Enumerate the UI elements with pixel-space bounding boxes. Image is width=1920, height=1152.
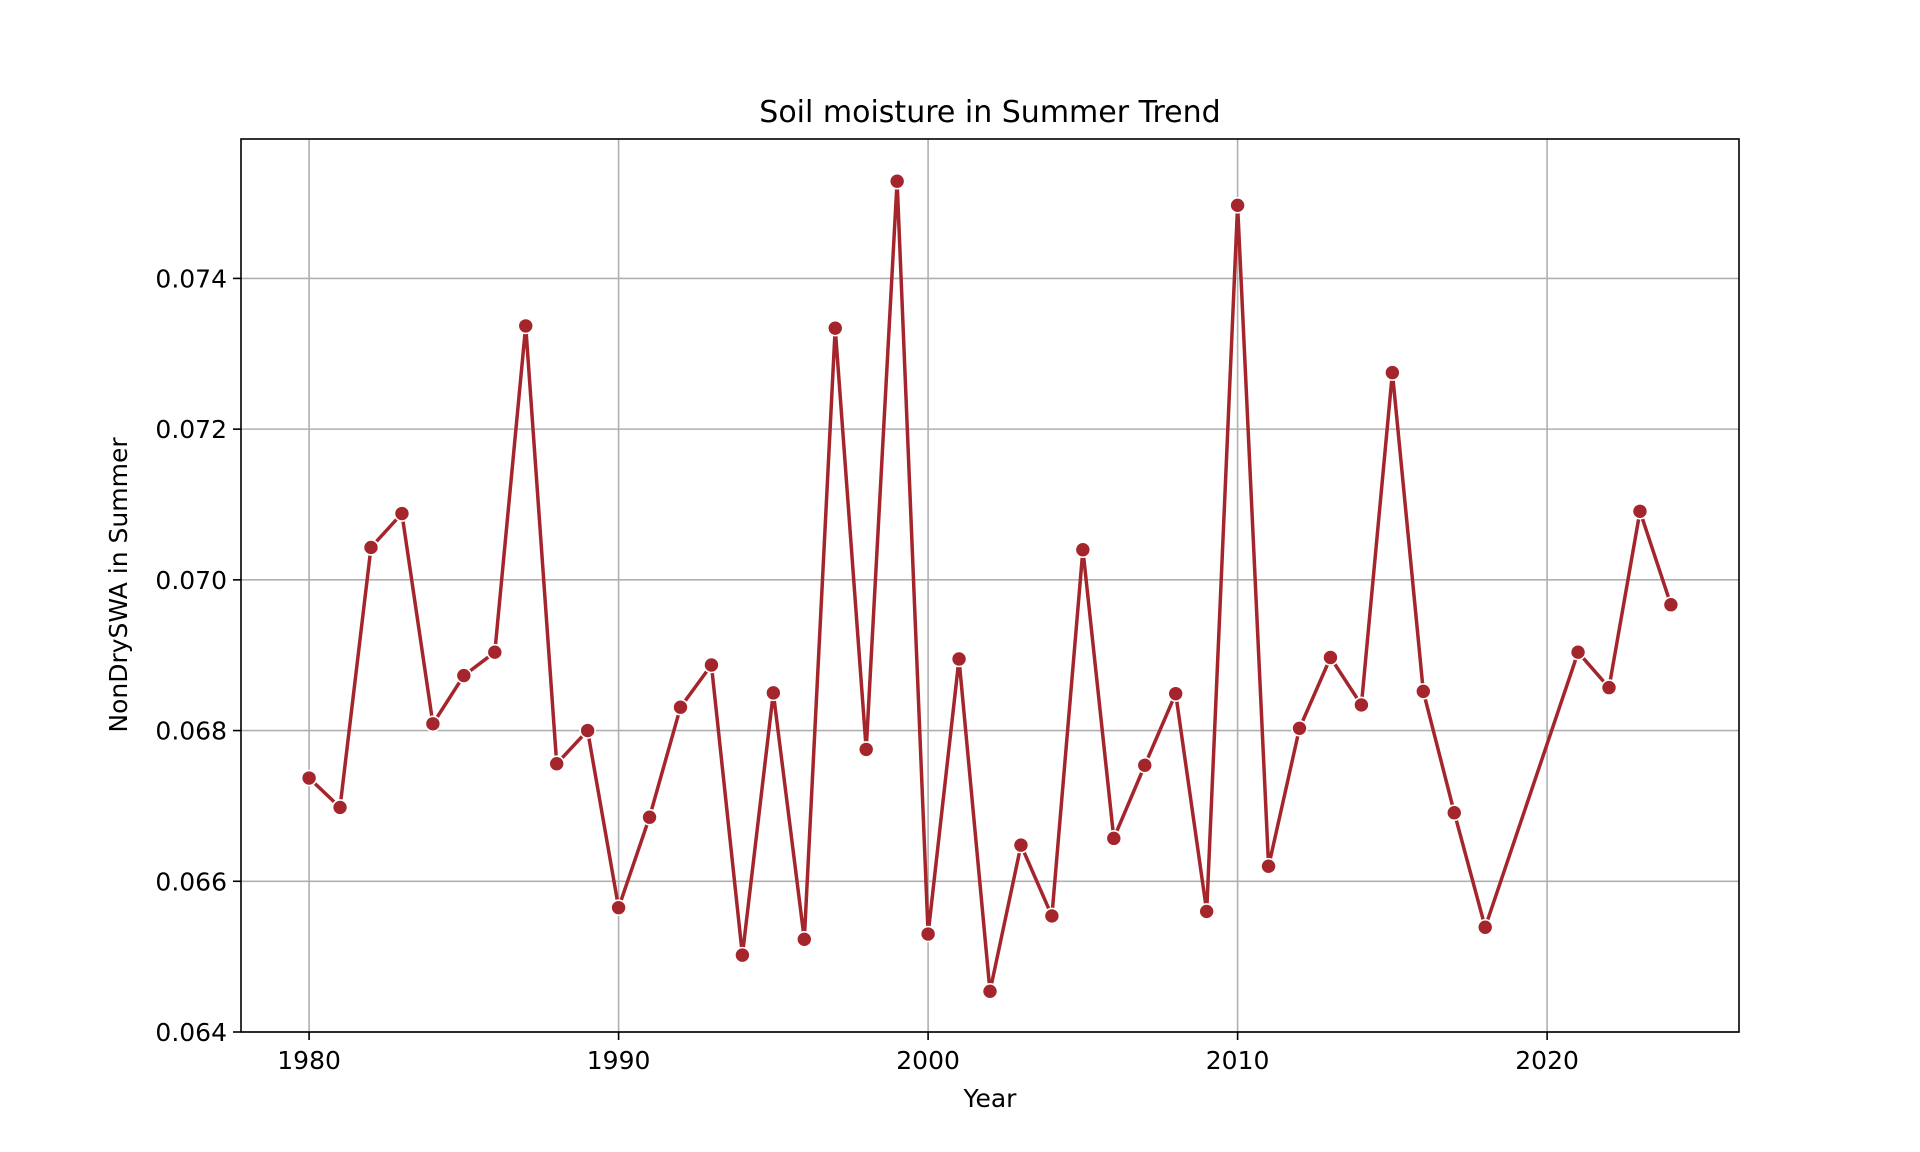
data-point-2017 — [1445, 804, 1463, 822]
data-point-2012 — [1291, 720, 1308, 737]
data-point-1980 — [300, 769, 318, 787]
y-tick-label: 0.070 — [155, 566, 227, 595]
data-point-2002 — [981, 983, 999, 1000]
data-point-1996 — [795, 931, 813, 948]
data-point-1982 — [362, 539, 380, 556]
data-point-2021 — [1569, 643, 1587, 661]
x-tick-label: 1990 — [587, 1046, 651, 1075]
x-axis: 1980 1990 2000 2010 2020 — [277, 1032, 1579, 1075]
data-point-1991 — [641, 808, 658, 826]
data-point-2000 — [919, 925, 937, 943]
data-point-2001 — [950, 650, 968, 668]
data-point-2005 — [1074, 541, 1092, 559]
y-tick-label: 0.072 — [155, 415, 227, 444]
y-tick-label: 0.064 — [155, 1018, 227, 1047]
data-point-2008 — [1167, 685, 1185, 702]
data-point-1993 — [703, 656, 720, 674]
data-point-2006 — [1105, 830, 1123, 847]
data-point-2016 — [1415, 683, 1432, 700]
data-point-1994 — [734, 946, 751, 964]
data-point-1988 — [548, 755, 565, 773]
data-point-1999 — [888, 172, 906, 190]
x-axis-label: Year — [963, 1084, 1018, 1113]
data-point-1985 — [455, 667, 473, 684]
data-point-1983 — [393, 505, 411, 522]
data-point-1992 — [672, 698, 689, 716]
y-axis: 0.064 0.066 0.068 0.070 0.072 0.074 — [155, 264, 241, 1047]
x-tick-label: 2000 — [896, 1046, 960, 1075]
data-point-1987 — [517, 317, 535, 335]
data-point-2015 — [1384, 364, 1401, 381]
data-point-1984 — [424, 715, 442, 733]
data-point-2003 — [1012, 836, 1030, 854]
data-point-1981 — [331, 799, 349, 816]
y-tick-label: 0.074 — [155, 264, 227, 293]
data-point-1995 — [765, 684, 782, 702]
data-point-2022 — [1600, 679, 1618, 696]
data-point-2011 — [1260, 857, 1277, 875]
data-point-2009 — [1198, 903, 1215, 920]
x-tick-label: 1980 — [277, 1046, 341, 1075]
x-tick-label: 2020 — [1515, 1046, 1579, 1075]
y-tick-label: 0.066 — [155, 867, 227, 896]
data-point-2023 — [1631, 502, 1649, 520]
data-point-2013 — [1322, 649, 1339, 666]
data-point-2024 — [1662, 596, 1680, 614]
data-point-1990 — [610, 899, 627, 916]
plot-frame — [240, 138, 1740, 1033]
y-tick-label: 0.068 — [155, 717, 227, 746]
series-layer — [300, 172, 1680, 1000]
data-point-2007 — [1136, 756, 1154, 774]
data-point-1989 — [579, 722, 596, 739]
x-tick-label: 2010 — [1206, 1046, 1270, 1075]
data-point-1998 — [857, 741, 875, 758]
y-axis-label: NonDrySWA in Summer — [104, 437, 133, 733]
data-point-2014 — [1353, 696, 1370, 714]
data-point-1986 — [486, 643, 504, 661]
data-point-1997 — [826, 319, 844, 337]
data-point-2018 — [1476, 918, 1494, 936]
data-point-2004 — [1043, 907, 1061, 925]
chart-title: Soil moisture in Summer Trend — [759, 95, 1220, 130]
data-point-2010 — [1229, 197, 1246, 214]
